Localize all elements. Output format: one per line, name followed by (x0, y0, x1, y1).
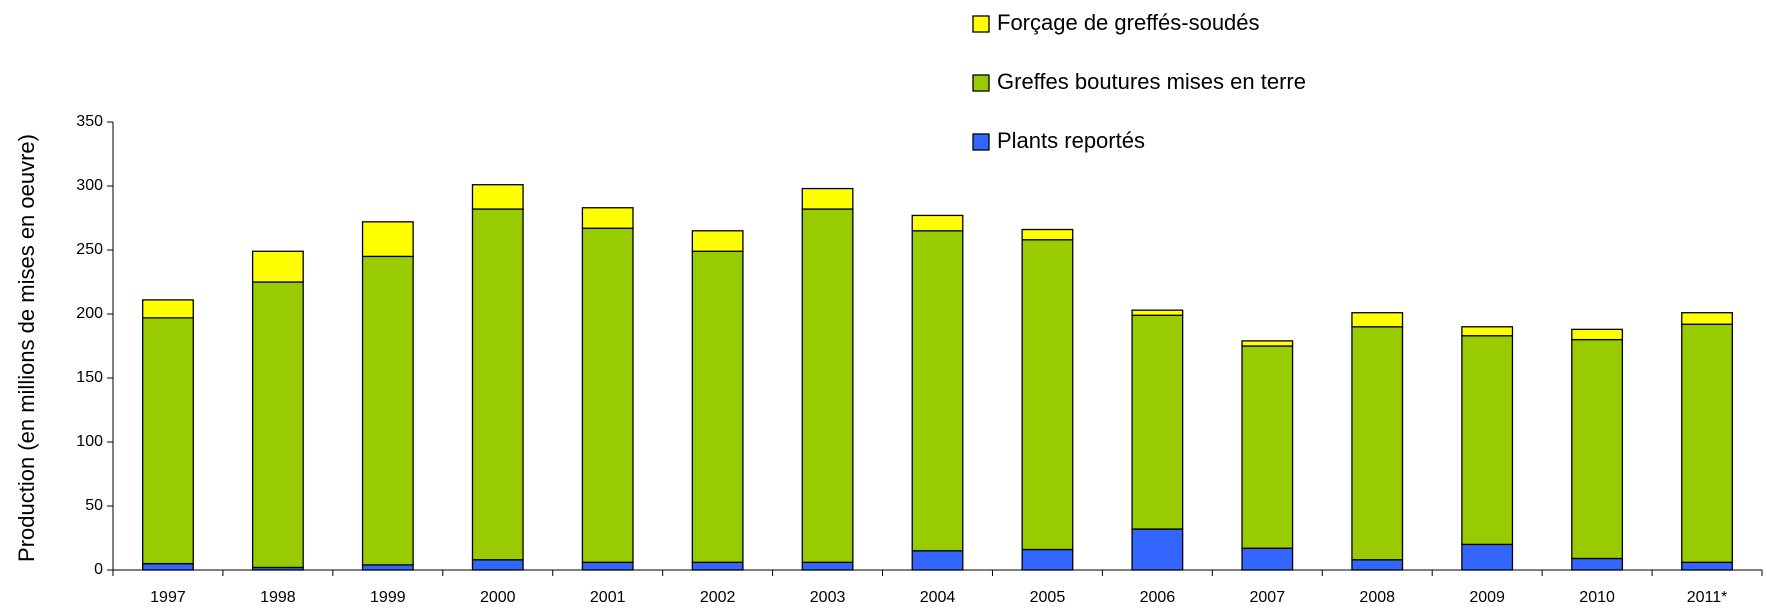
y-tick-label: 100 (76, 433, 103, 450)
bar-segment (1351, 326, 1404, 561)
y-axis-title: Production (en millions de mises en oeuv… (14, 134, 39, 562)
bar-segment (142, 562, 194, 571)
bar-segment (142, 299, 194, 319)
y-tick-label: 350 (76, 113, 103, 130)
bar-segment (581, 561, 634, 571)
bar-segment (801, 208, 854, 563)
bar-segment (1241, 345, 1294, 549)
bar-segment (691, 561, 744, 571)
bar-segment (471, 184, 524, 210)
bar-segment (471, 559, 524, 571)
bar-segment (911, 550, 964, 571)
bar-segment (1681, 561, 1733, 571)
y-tick-label: 50 (85, 497, 103, 514)
x-tick-label: 1997 (150, 589, 186, 606)
legend-label: Greffes boutures mises en terre (997, 69, 1306, 94)
legend-swatch (972, 133, 990, 151)
x-tick-label: 2003 (810, 589, 846, 606)
x-tick-label: 2001 (590, 589, 626, 606)
bar-segment (1021, 228, 1074, 241)
bar-segment (1241, 547, 1294, 571)
x-tick-label: 2009 (1469, 589, 1505, 606)
bar-segment (361, 564, 414, 571)
bar-segment (1241, 340, 1294, 347)
bar-segment (1131, 314, 1184, 530)
x-tick-label: 2010 (1579, 589, 1615, 606)
bar-segment (581, 227, 634, 563)
legend-label: Forçage de greffés-soudés (997, 10, 1260, 35)
bar-segment (1131, 528, 1184, 571)
bar-segment (251, 281, 304, 569)
bar-segment (1021, 548, 1074, 571)
bar-segment (1351, 559, 1404, 571)
bar-segment (691, 250, 744, 563)
y-tick-label: 200 (76, 305, 103, 322)
x-tick-label: 1998 (260, 589, 296, 606)
bar-segment (1461, 326, 1514, 337)
bar-segment (1681, 312, 1733, 325)
bar-segment (911, 214, 964, 232)
legend-swatch (972, 74, 990, 92)
legend-swatch (972, 15, 990, 33)
bar-segment (361, 255, 414, 566)
x-tick-label: 2004 (920, 589, 956, 606)
x-tick-label: 2006 (1140, 589, 1176, 606)
bar-segment (1131, 309, 1184, 316)
x-tick-label: 2002 (700, 589, 736, 606)
bar-segment (1461, 335, 1514, 546)
bar-segment (911, 230, 964, 552)
y-tick-label: 0 (94, 561, 103, 578)
x-tick-label: 1999 (370, 589, 406, 606)
bar-segment (1021, 239, 1074, 551)
legend-label: Plants reportés (997, 128, 1145, 153)
x-tick-label: 2011* (1687, 589, 1728, 606)
y-tick-label: 300 (76, 177, 103, 194)
bar-segment (1351, 312, 1404, 328)
bar-segment (1571, 338, 1624, 560)
x-tick-label: 2005 (1030, 589, 1066, 606)
y-tick-label: 250 (76, 241, 103, 258)
bar-segment (691, 230, 744, 252)
x-tick-label: 2008 (1359, 589, 1395, 606)
bar-segment (471, 208, 524, 561)
bar-segment (801, 187, 854, 210)
bar-segment (1461, 543, 1514, 571)
bar-segment (1571, 328, 1624, 341)
bar-segment (1571, 557, 1624, 571)
bar-segment (1681, 323, 1733, 563)
x-tick-label: 2000 (480, 589, 516, 606)
x-tick-label: 2007 (1250, 589, 1286, 606)
bar-segment (361, 221, 414, 258)
bar-segment (251, 250, 304, 283)
y-tick-label: 150 (76, 369, 103, 386)
bar-segment (581, 207, 634, 229)
bar-segment (801, 561, 854, 571)
bar-segment (142, 317, 194, 565)
